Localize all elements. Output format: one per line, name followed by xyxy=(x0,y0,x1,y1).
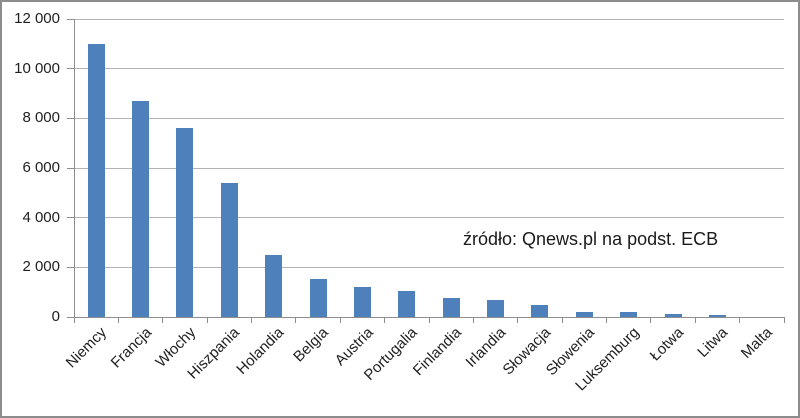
x-axis-label: Niemcy xyxy=(62,324,111,372)
x-axis-label: Łotwa xyxy=(646,324,688,365)
y-axis-tick xyxy=(67,18,74,20)
bar-słowacja xyxy=(531,304,549,317)
bar-niemcy xyxy=(87,43,105,317)
gridline xyxy=(74,217,784,219)
source-annotation: źródło: Qnews.pl na podst. ECB xyxy=(463,229,719,249)
x-axis-tick xyxy=(517,317,519,323)
y-axis-tick-label: 0 xyxy=(51,308,60,325)
bar-luksemburg xyxy=(620,312,638,317)
y-axis-tick-label: 10 000 xyxy=(14,59,60,77)
bar-włochy xyxy=(176,128,194,317)
x-axis-tick xyxy=(428,317,430,323)
y-axis-tick xyxy=(67,117,74,119)
y-axis-tick-label: 2 000 xyxy=(22,258,60,276)
x-axis-tick xyxy=(606,317,607,323)
bar-łotwa xyxy=(664,314,682,317)
y-axis-tick xyxy=(67,167,74,169)
x-axis-tick xyxy=(251,317,252,323)
y-axis-tick-label: 4 000 xyxy=(22,208,60,226)
x-axis-tick xyxy=(339,317,341,323)
x-axis-tick xyxy=(295,317,297,323)
bar-litwa xyxy=(708,314,726,317)
y-axis-tick xyxy=(67,316,74,318)
gridline xyxy=(74,18,784,20)
bar-irlandia xyxy=(487,299,505,317)
x-axis-tick xyxy=(206,317,208,323)
x-axis-tick xyxy=(384,317,386,323)
x-axis-tick xyxy=(561,317,563,323)
y-axis-tick xyxy=(67,68,74,70)
gridline xyxy=(74,117,784,119)
x-axis-line xyxy=(74,317,785,318)
x-axis-label: Francja xyxy=(107,324,155,372)
gridline xyxy=(74,167,784,169)
bar-holandia xyxy=(265,254,283,317)
y-axis-tick-label: 6 000 xyxy=(22,159,60,176)
gridline xyxy=(74,68,784,70)
x-axis-tick xyxy=(73,317,75,323)
bar-hiszpania xyxy=(220,182,238,317)
x-axis-label: Malta xyxy=(737,324,776,362)
x-axis-label: Belgia xyxy=(290,324,333,366)
x-axis-tick xyxy=(162,317,164,323)
y-axis-tick xyxy=(67,266,74,268)
x-axis-tick xyxy=(694,317,696,323)
y-axis-tick xyxy=(67,217,74,219)
y-axis-tick-label: 12 000 xyxy=(14,10,60,27)
x-axis-tick xyxy=(472,317,474,323)
bar-belgia xyxy=(309,278,327,317)
x-axis-label: Holandia xyxy=(233,324,288,378)
bar-austria xyxy=(353,287,371,317)
bar-finlandia xyxy=(442,298,460,317)
x-axis-tick xyxy=(117,317,119,323)
bar-francja xyxy=(132,100,150,317)
bar-portugalia xyxy=(398,290,416,317)
x-axis-tick xyxy=(650,317,652,323)
y-axis-tick-label: 8 000 xyxy=(22,109,60,127)
x-axis-tick xyxy=(783,317,785,323)
x-axis-tick xyxy=(739,317,741,323)
bar-słowenia xyxy=(575,311,593,317)
x-axis-label: Litwa xyxy=(694,324,732,361)
y-axis-line xyxy=(74,19,75,318)
gridline xyxy=(74,266,784,268)
